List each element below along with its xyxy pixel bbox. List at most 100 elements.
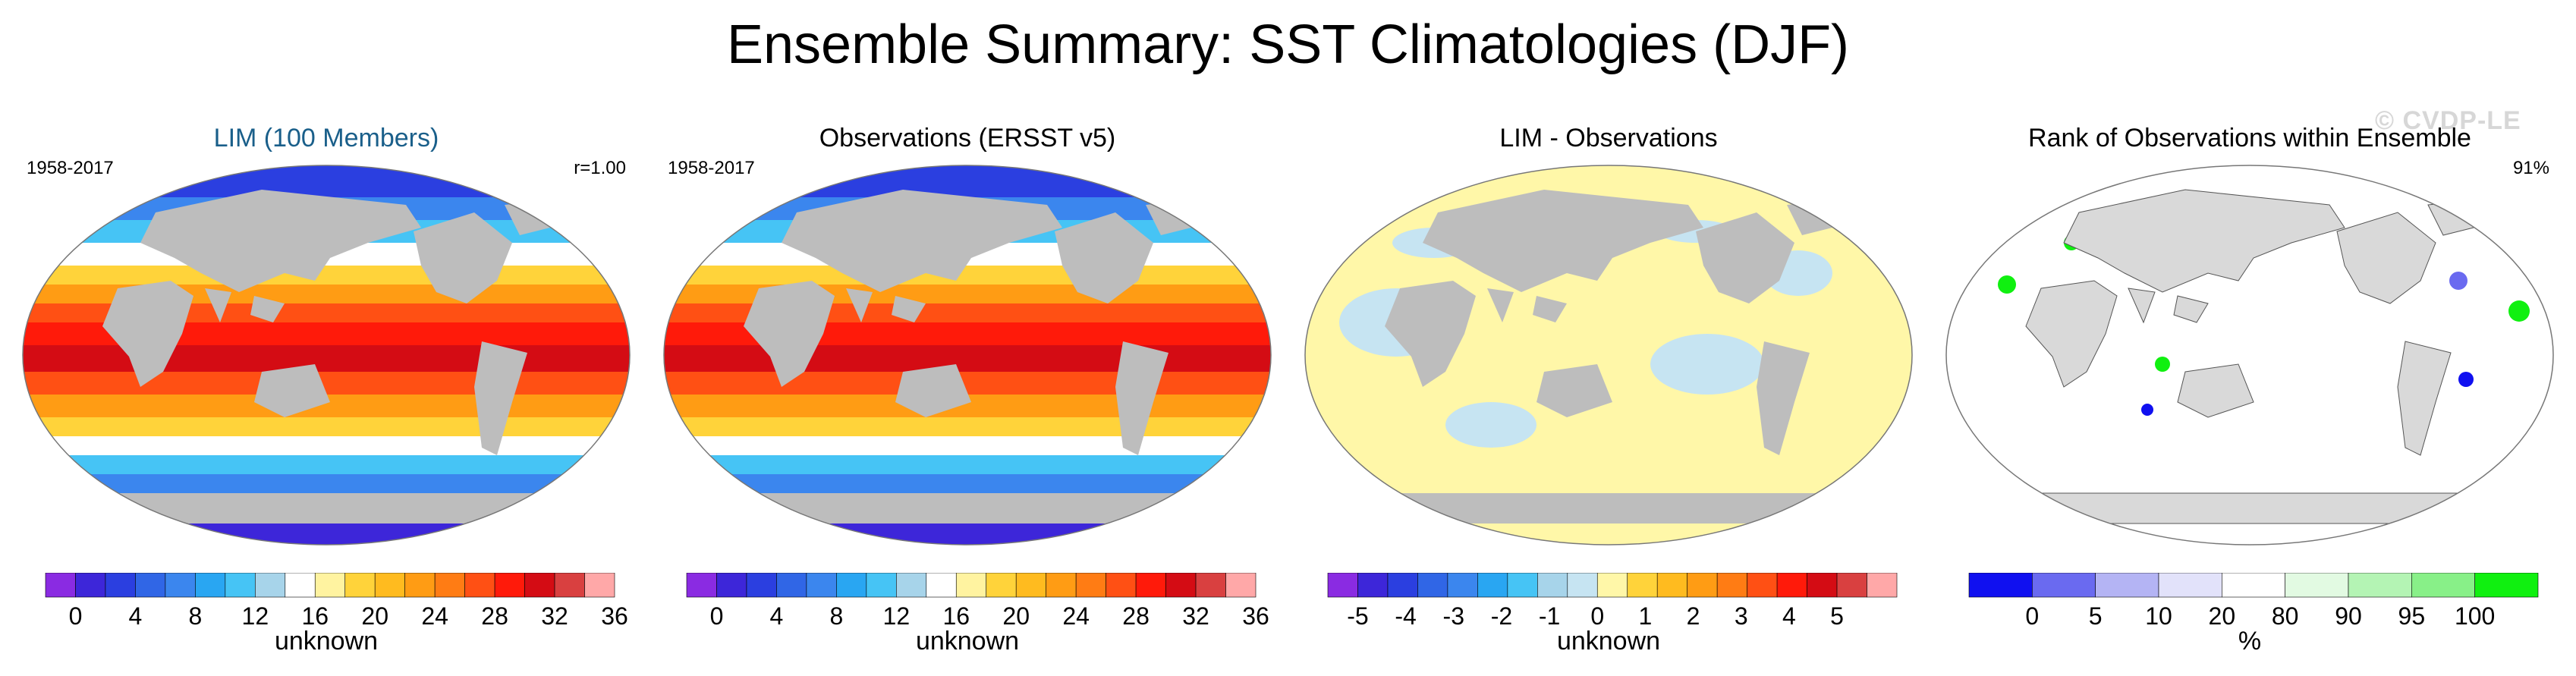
sst-band bbox=[23, 372, 630, 395]
rank-patch bbox=[2155, 357, 2170, 372]
sst-band bbox=[664, 417, 1271, 436]
land-mass bbox=[2173, 295, 2209, 323]
map-panel: Rank of Observations within Ensemble 91% 0… bbox=[1935, 114, 2565, 660]
colorbar bbox=[1968, 573, 2539, 598]
land-mass bbox=[1055, 212, 1153, 303]
colorbar-tick-label: 12 bbox=[241, 602, 269, 630]
sst-band bbox=[664, 455, 1271, 474]
colorbar-swatch bbox=[866, 573, 897, 598]
land-mass bbox=[102, 281, 193, 387]
land-mass bbox=[1385, 281, 1476, 387]
rank-patch bbox=[2508, 300, 2530, 322]
land-mass bbox=[2336, 212, 2436, 304]
colorbar-ticks: 0 5 10 20 80 90 95 100 bbox=[1969, 586, 2538, 630]
rank-patch bbox=[1998, 275, 2016, 294]
sst-band bbox=[664, 345, 1271, 372]
sst-band bbox=[23, 345, 630, 372]
sst-band bbox=[23, 455, 630, 474]
colorbar-swatch bbox=[836, 573, 867, 598]
colorbar-swatch bbox=[434, 573, 465, 598]
colorbar-swatch bbox=[955, 573, 987, 598]
sst-band bbox=[23, 474, 630, 493]
colorbar-swatch bbox=[806, 573, 837, 598]
colorbar-swatch bbox=[1417, 573, 1448, 598]
sst-band bbox=[23, 266, 630, 285]
colorbar-swatch bbox=[464, 573, 495, 598]
colorbar-swatch bbox=[926, 573, 957, 598]
land-mass bbox=[2128, 288, 2156, 324]
land-mass bbox=[2397, 341, 2452, 456]
colorbar-swatch bbox=[1627, 573, 1658, 598]
colorbar-tick-label: 4 bbox=[769, 602, 784, 630]
colorbar-swatch bbox=[75, 573, 106, 598]
colorbar bbox=[45, 573, 615, 598]
colorbar-swatch bbox=[2474, 573, 2539, 598]
colorbar-tick-label: 16 bbox=[942, 602, 970, 630]
panel-title: Observations (ERSST v5) bbox=[819, 124, 1116, 152]
rank-patch bbox=[2141, 404, 2153, 416]
map-outline bbox=[22, 165, 631, 546]
colorbar-tick-label: 80 bbox=[2271, 602, 2299, 630]
land-mass bbox=[474, 341, 527, 455]
land-mass bbox=[1696, 212, 1794, 303]
land-mass bbox=[1423, 190, 1703, 292]
panel-title: Rank of Observations within Ensemble bbox=[2028, 124, 2471, 152]
land-mass bbox=[2025, 280, 2118, 388]
land-mass bbox=[254, 364, 330, 417]
colorbar-swatch bbox=[2222, 573, 2285, 598]
diff-fill-negative bbox=[1445, 402, 1536, 448]
land-mass bbox=[205, 288, 231, 322]
colorbar-ticks: 0 4 8 12 16 20 24 28 32 36 bbox=[687, 586, 1269, 630]
colorbar-tick-label: 32 bbox=[1182, 602, 1209, 630]
colorbar-tick-label: 0 bbox=[709, 602, 724, 630]
land-mass bbox=[1487, 288, 1514, 322]
land-mass bbox=[892, 296, 926, 322]
colorbar-tick-label: 4 bbox=[1782, 602, 1796, 630]
colorbar-swatch bbox=[1807, 573, 1838, 598]
colorbar-swatch bbox=[2411, 573, 2475, 598]
colorbar-tick-label: 24 bbox=[1062, 602, 1090, 630]
colorbar-swatch bbox=[746, 573, 777, 598]
colorbar-tick-label: 5 bbox=[1830, 602, 1844, 630]
colorbar-tick-label: 20 bbox=[1002, 602, 1030, 630]
rank-patch bbox=[2449, 272, 2467, 290]
colorbar-swatch bbox=[1656, 573, 1687, 598]
colorbar-swatch bbox=[1537, 573, 1568, 598]
colorbar-tick-label: -5 bbox=[1347, 602, 1369, 630]
colorbar-tick-label: -2 bbox=[1490, 602, 1513, 630]
colorbar-tick-label: 3 bbox=[1734, 602, 1748, 630]
panel-title: LIM - Observations bbox=[1499, 124, 1718, 152]
colorbar-swatch bbox=[344, 573, 376, 598]
map-panel: Observations (ERSST v5) 1958-2017 0 4 8 12 16 2… bbox=[653, 114, 1282, 660]
sst-band bbox=[664, 436, 1271, 455]
map-panel: LIM - Observations -5 -4 -3 -2 -1 0 1 2 3 4 5 unknow… bbox=[1294, 114, 1923, 660]
colorbar-swatch bbox=[135, 573, 166, 598]
world-map bbox=[663, 165, 1272, 546]
colorbar-swatch bbox=[1135, 573, 1166, 598]
colorbar-swatch bbox=[1567, 573, 1598, 598]
colorbar-swatch bbox=[1225, 573, 1257, 598]
colorbar-tick-label: 0 bbox=[68, 602, 83, 630]
colorbar-swatch bbox=[1968, 573, 2033, 598]
colorbar-tick-label: 5 bbox=[2088, 602, 2103, 630]
sst-band bbox=[664, 285, 1271, 303]
land-mass bbox=[2025, 492, 2474, 524]
colorbar-tick-label: -3 bbox=[1442, 602, 1465, 630]
period-label: 1958-2017 bbox=[27, 158, 114, 178]
land-mass bbox=[782, 190, 1062, 292]
land-mass bbox=[414, 212, 512, 303]
land-mass bbox=[846, 288, 873, 322]
colorbar-tick-label: 1 bbox=[1638, 602, 1653, 630]
map-outline bbox=[1304, 165, 1913, 546]
colorbar-swatch bbox=[2285, 573, 2349, 598]
colorbar-tick-label: 36 bbox=[601, 602, 628, 630]
colorbar bbox=[1327, 573, 1898, 598]
watermark: © CVDP-LE bbox=[2375, 106, 2521, 135]
sst-band bbox=[23, 285, 630, 303]
world-map bbox=[22, 165, 631, 546]
diff-fill-negative bbox=[1650, 334, 1764, 395]
colorbar-tick-label: 12 bbox=[882, 602, 911, 630]
world-map bbox=[1945, 165, 2554, 546]
colorbar-tick-label: 8 bbox=[829, 602, 844, 630]
colorbar-tick-label: 20 bbox=[361, 602, 388, 630]
